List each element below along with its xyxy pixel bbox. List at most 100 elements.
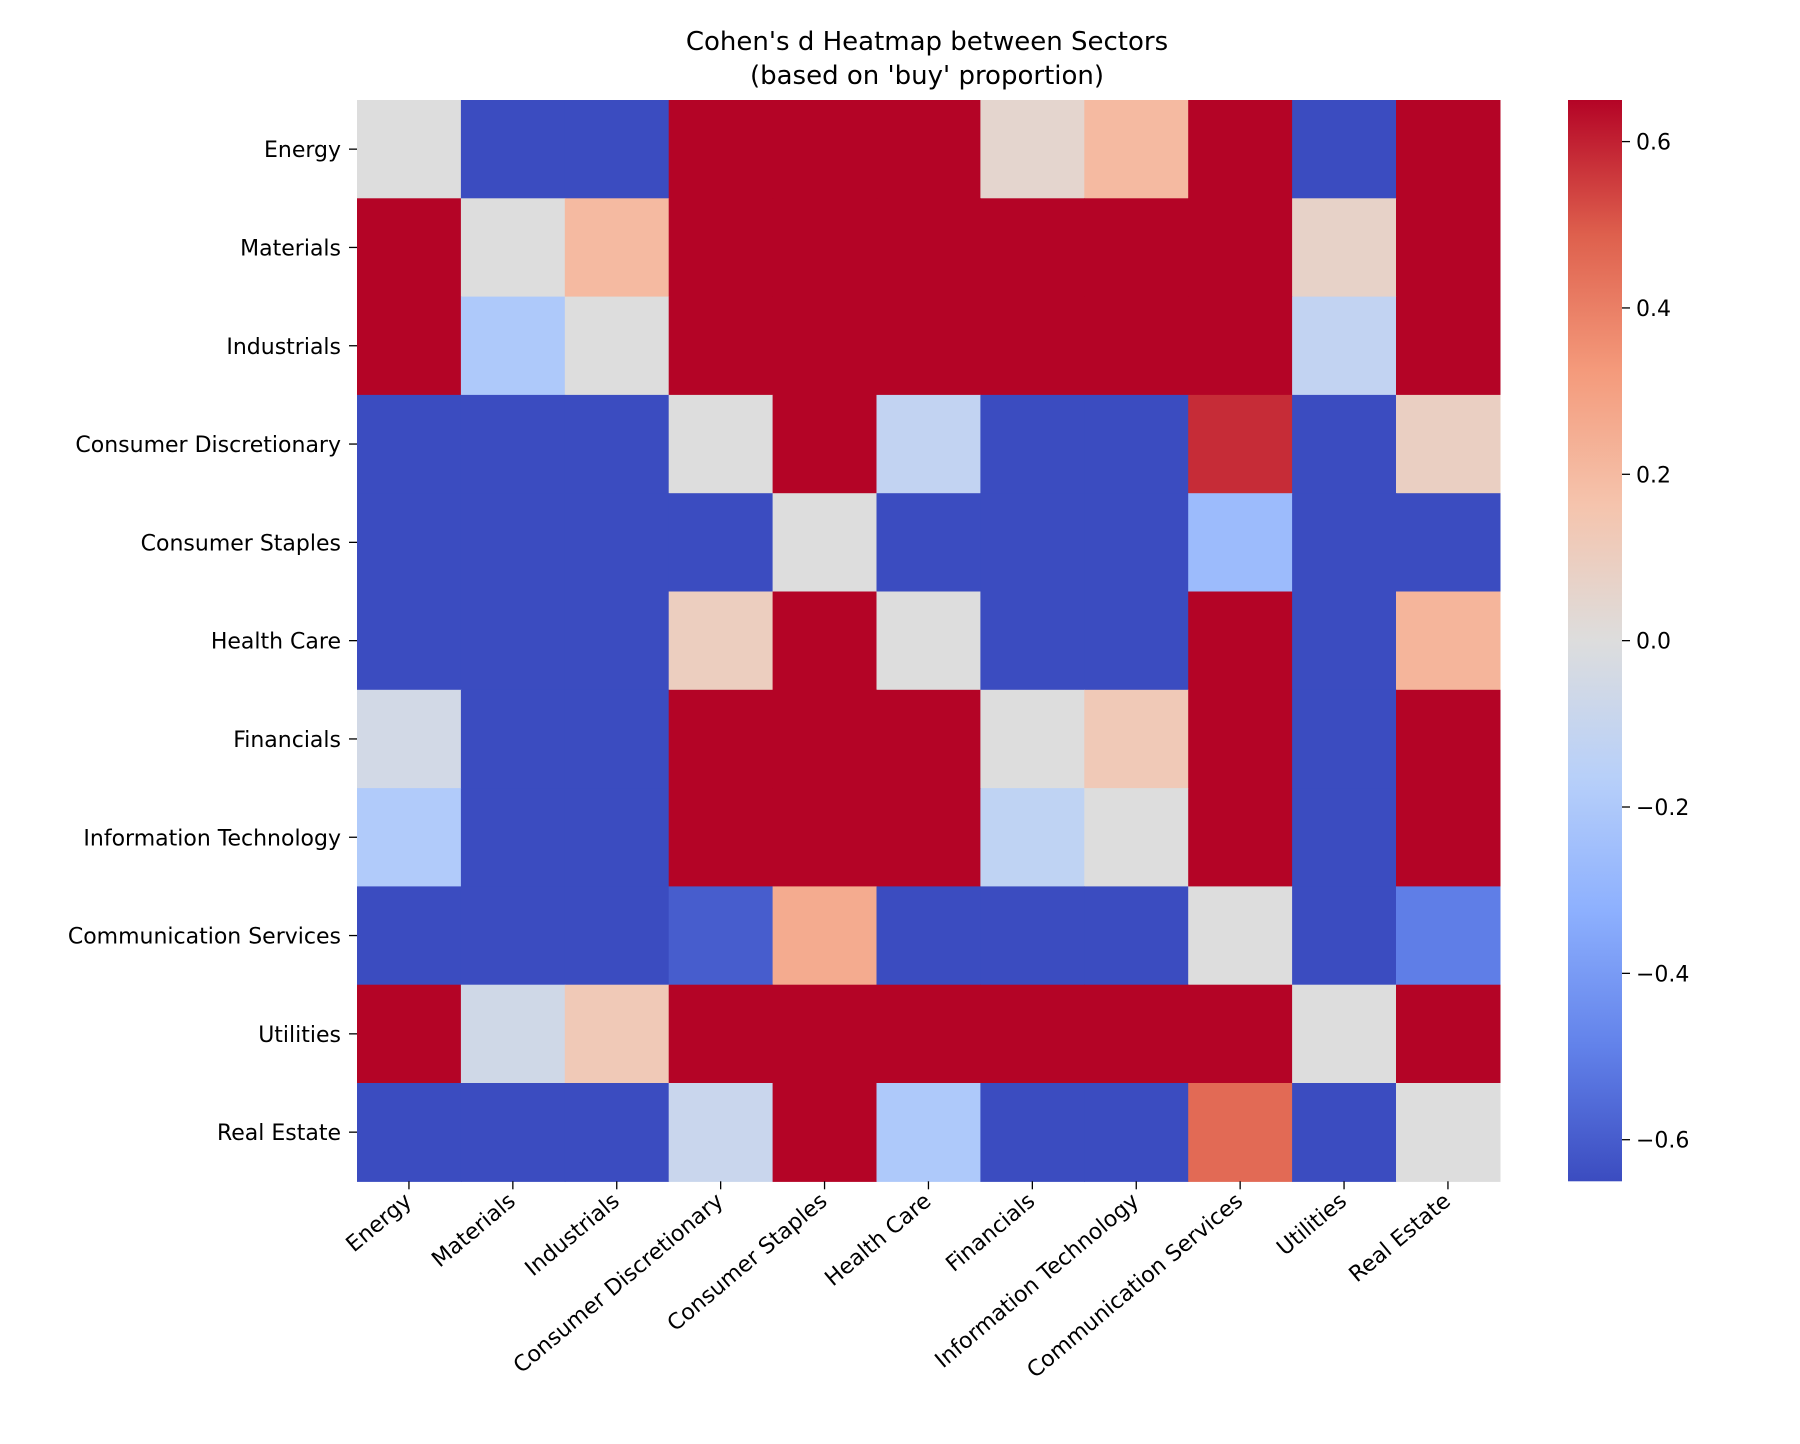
heatmap-cell: [460, 1083, 566, 1182]
heatmap-cell: [772, 984, 878, 1084]
heatmap-cell: [357, 591, 462, 691]
heatmap-cell: [357, 689, 462, 789]
colorbar: [1568, 100, 1622, 1182]
heatmap-cell: [1188, 689, 1293, 789]
heatmap-cell: [460, 394, 566, 494]
heatmap-cell: [980, 591, 1085, 691]
heatmap-cell: [357, 394, 462, 494]
heatmap-cell: [460, 493, 566, 593]
heatmap-cell: [460, 591, 566, 691]
x-tick-label: Materials: [427, 1189, 520, 1273]
heatmap-cell: [564, 591, 670, 691]
x-tick-label: Health Care: [821, 1189, 937, 1292]
y-axis: Energy Materials Industrials Consumer Discr…: [68, 138, 357, 1146]
heatmap-cell: [357, 788, 462, 887]
colorbar-tick-label: 0.0: [1636, 630, 1671, 655]
heatmap-cell: [876, 198, 981, 298]
heatmap-cell: [564, 394, 670, 494]
heatmap-cell: [1084, 198, 1189, 298]
colorbar-tick-label: 0.4: [1636, 297, 1671, 322]
heatmap-cell: [1188, 984, 1293, 1084]
x-tick-label: Industrials: [521, 1189, 625, 1282]
heatmap-cell: [668, 788, 774, 887]
heatmap-cell: [1396, 394, 1501, 494]
heatmap-cell: [876, 296, 981, 396]
heatmap-cell: [1396, 591, 1501, 691]
heatmap-cell: [1292, 198, 1397, 298]
heatmap-cell: [1292, 984, 1397, 1084]
heatmap-cell: [668, 886, 774, 986]
y-tick-label: Consumer Discretionary: [75, 433, 341, 458]
heatmap-cell: [1084, 394, 1189, 494]
heatmap-cell: [1396, 493, 1501, 593]
heatmap-cell: [1188, 296, 1293, 396]
heatmap-cell: [460, 198, 566, 298]
heatmap-cell: [460, 296, 566, 396]
y-tick-label: Financials: [233, 728, 341, 753]
heatmap-cell: [1292, 1083, 1397, 1182]
x-tick-label: Communication Services: [1023, 1189, 1248, 1384]
x-tick-label: Financials: [942, 1189, 1041, 1277]
colorbar-ticks: 0.6 0.4 0.2 0.0 −0.2 −0.4 −0.6: [1622, 131, 1689, 1154]
heatmap-cell: [772, 394, 878, 494]
heatmap-cell: [668, 100, 774, 199]
x-tick-label: Consumer Discretionary: [509, 1189, 729, 1379]
chart-title: Cohen's d Heatmap between Sectors: [686, 27, 1168, 57]
y-tick-label: Utilities: [258, 1023, 341, 1048]
heatmap-cell: [876, 788, 981, 887]
colorbar-tick-label: −0.6: [1636, 1129, 1689, 1154]
heatmap-cell: [1084, 984, 1189, 1084]
heatmap-cell: [772, 689, 878, 789]
heatmap-cell: [876, 394, 981, 494]
heatmap-cell: [772, 886, 878, 986]
heatmap-cell: [876, 984, 981, 1084]
heatmap-cell: [772, 198, 878, 298]
heatmap-cell: [1396, 886, 1501, 986]
heatmap-cell: [460, 984, 566, 1084]
heatmap-cell: [1084, 591, 1189, 691]
heatmap-cell: [980, 886, 1085, 986]
heatmap-cell: [1292, 788, 1397, 887]
colorbar-tick-label: 0.2: [1636, 463, 1671, 488]
heatmap-cell: [876, 886, 981, 986]
heatmap-cell: [1084, 1083, 1189, 1182]
heatmap-cell: [564, 886, 670, 986]
heatmap-cell: [357, 984, 462, 1084]
heatmap-cell: [980, 1083, 1085, 1182]
heatmap-cell: [1188, 788, 1293, 887]
heatmap-cell: [1292, 100, 1397, 199]
heatmap-cell: [1188, 394, 1293, 494]
heatmap-cell: [1188, 493, 1293, 593]
heatmap-cell: [1292, 689, 1397, 789]
heatmap-cell: [980, 984, 1085, 1084]
heatmap-cell: [357, 493, 462, 593]
heatmap-cell: [1188, 591, 1293, 691]
y-tick-label: Real Estate: [217, 1121, 341, 1146]
heatmap-cell: [668, 591, 774, 691]
heatmap-cell: [564, 788, 670, 887]
heatmap-cell: [460, 788, 566, 887]
heatmap-cell: [772, 100, 878, 199]
heatmap-cell: [980, 788, 1085, 887]
heatmap-cell: [564, 984, 670, 1084]
heatmap-cell: [357, 886, 462, 986]
heatmap-cell: [772, 591, 878, 691]
colorbar-tick-label: −0.2: [1636, 796, 1689, 821]
heatmap-cell: [460, 886, 566, 986]
y-tick-label: Energy: [264, 138, 341, 163]
heatmap-cell: [1396, 198, 1501, 298]
heatmap-cell: [460, 100, 566, 199]
heatmap-cell: [1292, 493, 1397, 593]
heatmap-cell: [876, 493, 981, 593]
heatmap-cell: [668, 689, 774, 789]
heatmap-cell: [668, 394, 774, 494]
heatmap-cell: [1396, 100, 1501, 199]
heatmap-cell: [460, 689, 566, 789]
heatmap-cell: [668, 296, 774, 396]
heatmap-cell: [357, 1083, 462, 1182]
heatmap-cell: [980, 198, 1085, 298]
heatmap-cell: [564, 198, 670, 298]
heatmap-cell: [876, 591, 981, 691]
